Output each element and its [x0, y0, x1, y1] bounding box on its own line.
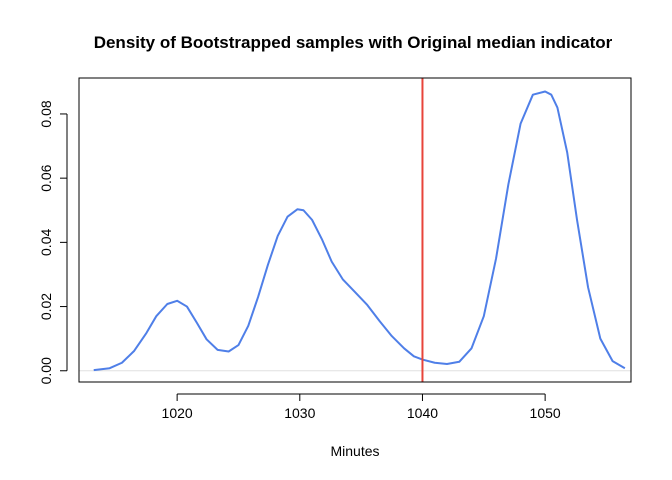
x-tick-label: 1050: [530, 405, 561, 421]
x-tick-label: 1020: [162, 405, 193, 421]
x-tick-label: 1040: [407, 405, 438, 421]
density-curve: [93, 90, 626, 372]
y-tick-label: 0.08: [38, 100, 54, 127]
y-tick-label: 0.04: [38, 229, 54, 256]
chart-title: Density of Bootstrapped samples with Ori…: [94, 33, 613, 52]
x-axis-label: Minutes: [330, 443, 379, 459]
x-axis: 1020 1030 1040 1050: [162, 393, 561, 421]
y-tick-label: 0.02: [38, 293, 54, 320]
y-tick-label: 0.06: [38, 164, 54, 191]
x-tick-label: 1030: [284, 405, 315, 421]
y-tick-label: 0.00: [38, 357, 54, 384]
plot-area: [79, 78, 631, 382]
y-axis: 0.00 0.02 0.04 0.06 0.08: [38, 100, 68, 384]
plot-frame: [78, 77, 632, 383]
